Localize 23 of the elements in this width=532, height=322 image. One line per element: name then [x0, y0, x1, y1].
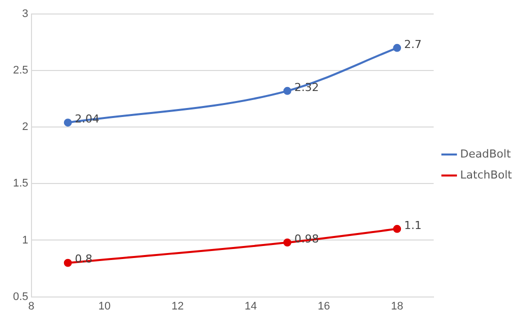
point: [393, 44, 402, 52]
point: [283, 238, 292, 247]
y-tick-label: 3: [22, 8, 28, 20]
point: [283, 86, 292, 95]
x-tick-label: 16: [318, 300, 330, 312]
point: [393, 224, 402, 233]
point: [64, 118, 72, 127]
y-tick-label: 1: [22, 234, 28, 246]
data-label: 2.32: [294, 80, 319, 94]
x-tick-label: 18: [390, 300, 404, 312]
x-tick-label: 8: [28, 300, 34, 312]
data-label: 1.1: [404, 218, 422, 232]
y-tick-label: 2.5: [12, 64, 28, 77]
legend-label: DeadBolt: [460, 147, 512, 160]
legend-label: LatchBolt: [460, 168, 513, 182]
y-tick-label: 0.5: [12, 290, 28, 303]
x-tick-label: 10: [98, 300, 111, 312]
y-tick-label: 2: [22, 121, 28, 134]
data-label: 2.7: [404, 38, 422, 51]
x-tick-label: 12: [171, 300, 184, 312]
x-tick-label: 14: [244, 300, 257, 312]
y-tick-label: 1.5: [12, 178, 28, 190]
point: [64, 258, 72, 267]
